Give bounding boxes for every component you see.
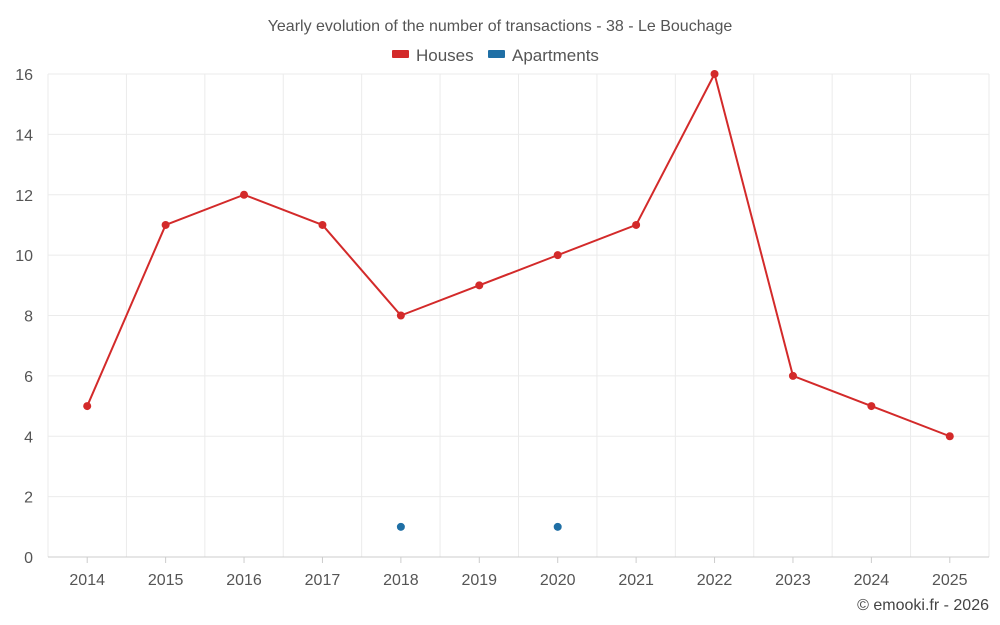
x-tick-label: 2025 — [932, 572, 968, 589]
legend-item-apartments[interactable]: Apartments — [488, 46, 599, 65]
data-point-houses-2015[interactable] — [161, 220, 170, 229]
x-tick-label: 2019 — [461, 572, 497, 589]
y-tick-label: 12 — [15, 188, 33, 205]
legend-label-apartments: Apartments — [512, 46, 599, 65]
x-tick-label: 2017 — [305, 572, 341, 589]
y-tick-label: 16 — [15, 67, 33, 84]
x-tick-label: 2021 — [618, 572, 654, 589]
data-point-houses-2016[interactable] — [240, 190, 249, 199]
data-point-houses-2018[interactable] — [396, 311, 405, 320]
data-point-houses-2021[interactable] — [632, 220, 641, 229]
y-tick-label: 8 — [24, 309, 33, 326]
x-tick-label: 2018 — [383, 572, 419, 589]
data-point-houses-2025[interactable] — [945, 432, 954, 441]
data-point-apartments-2018[interactable] — [396, 522, 405, 531]
series-line-houses — [86, 73, 951, 438]
legend[interactable]: Houses Apartments — [392, 46, 599, 65]
series-apartments — [396, 522, 562, 531]
data-point-houses-2022[interactable] — [710, 70, 719, 78]
data-point-houses-2024[interactable] — [867, 402, 876, 411]
legend-label-houses: Houses — [416, 46, 474, 65]
data-point-houses-2017[interactable] — [318, 220, 327, 229]
x-tick-label: 2016 — [226, 572, 262, 589]
data-point-houses-2023[interactable] — [788, 371, 797, 380]
series-houses — [83, 70, 954, 441]
axes: 0 2 4 6 8 10 12 14 16 2014 2015 2016 2017 2018 2019 202… — [15, 67, 989, 589]
x-tick-label: 2015 — [148, 572, 184, 589]
x-tick-label: 2020 — [540, 572, 576, 589]
legend-swatch-houses — [392, 50, 409, 58]
x-tick-label: 2024 — [854, 572, 890, 589]
y-tick-label: 2 — [24, 490, 33, 507]
y-tick-label: 4 — [24, 429, 33, 446]
y-tick-label: 14 — [15, 127, 33, 144]
data-point-houses-2019[interactable] — [475, 281, 484, 290]
x-tick-label: 2014 — [69, 572, 105, 589]
legend-swatch-apartments — [488, 50, 505, 58]
data-series — [83, 70, 954, 531]
y-tick-label: 6 — [24, 369, 33, 386]
chart-title: Yearly evolution of the number of transa… — [268, 18, 733, 35]
x-tick-label: 2022 — [697, 572, 733, 589]
y-tick-label: 10 — [15, 248, 33, 265]
y-tick-label: 0 — [24, 550, 33, 567]
credit-text: © emooki.fr - 2026 — [857, 597, 989, 614]
x-tick-label: 2023 — [775, 572, 811, 589]
data-point-houses-2014[interactable] — [83, 402, 92, 411]
legend-item-houses[interactable]: Houses — [392, 46, 474, 65]
grid-lines — [47, 73, 990, 557]
data-point-houses-2020[interactable] — [553, 251, 562, 260]
data-point-apartments-2020[interactable] — [553, 522, 562, 531]
